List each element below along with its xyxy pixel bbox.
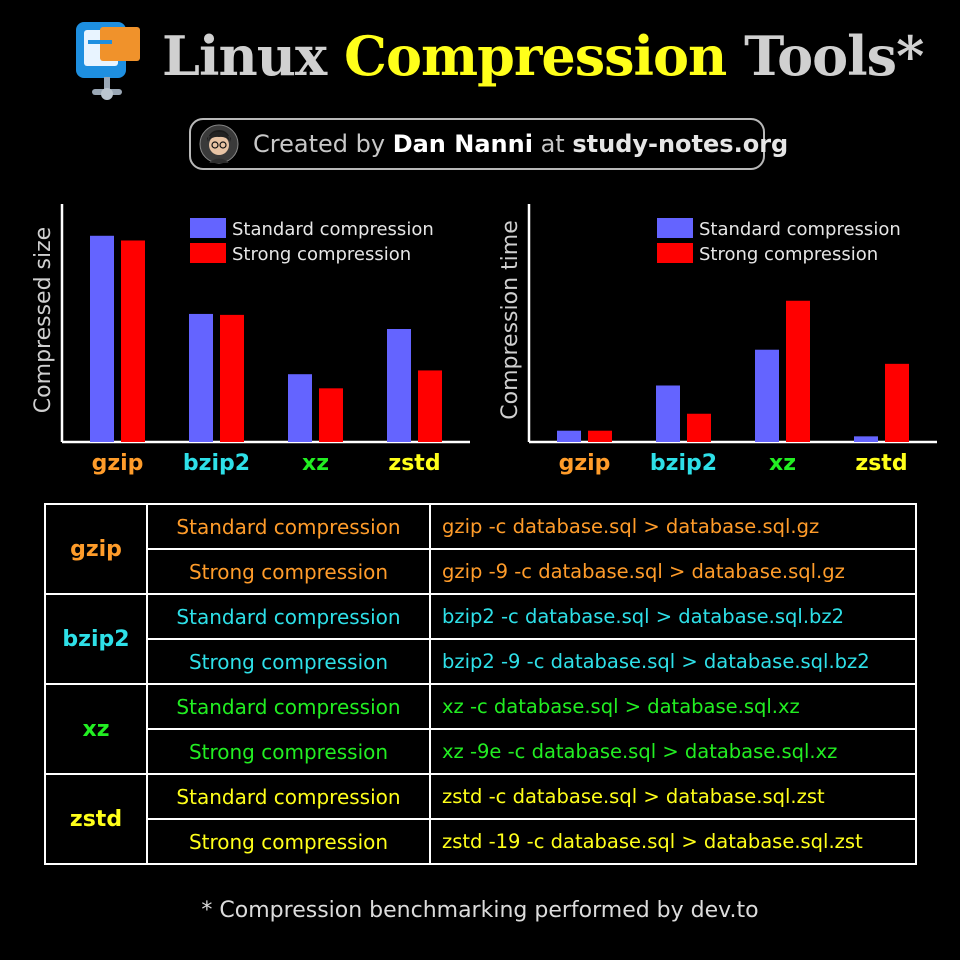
compression-level-cell: Standard compression: [146, 593, 431, 640]
x-tick-label-gzip: gzip: [559, 451, 611, 476]
compression-level-cell: Strong compression: [146, 818, 431, 865]
command-cell: zstd -19 -c database.sql > database.sql.…: [429, 818, 917, 865]
command-table: gzip Standard compression gzip -c database…: [44, 503, 917, 865]
bar-xz-strong: [319, 388, 343, 442]
x-tick-label-zstd: zstd: [388, 451, 440, 476]
command-cell: xz -c database.sql > database.sql.xz: [429, 683, 917, 730]
compression-level-cell: Standard compression: [146, 773, 431, 820]
bar-bzip2-standard: [656, 385, 680, 442]
legend-swatch-strong: [190, 243, 226, 263]
legend-label-standard: Standard compression: [232, 219, 434, 240]
bar-bzip2-strong: [687, 413, 711, 442]
title-word-tools: Tools*: [744, 24, 924, 88]
tool-name-cell: xz: [44, 683, 148, 775]
bar-xz-strong: [786, 300, 810, 442]
bar-bzip2-standard: [189, 313, 213, 442]
x-tick-label-xz: xz: [769, 451, 796, 476]
bar-xz-standard: [288, 374, 312, 442]
legend-swatch-standard: [190, 218, 226, 238]
command-cell: xz -9e -c database.sql > database.sql.xz: [429, 728, 917, 775]
table-row: bzip2 Standard compression bzip2 -c databa…: [44, 593, 917, 685]
page-title: Linux Compression Tools*: [162, 24, 924, 88]
legend-label-standard: Standard compression: [699, 219, 901, 240]
table-row: Strong compression bzip2 -9 -c database.s…: [45, 638, 917, 685]
command-cell: bzip2 -c database.sql > database.sql.bz2: [429, 593, 917, 640]
command-cell: bzip2 -9 -c database.sql > database.sql.…: [429, 638, 917, 685]
y-axis-title: Compression time: [498, 220, 523, 419]
compression-level-cell: Standard compression: [146, 503, 431, 550]
bar-gzip-strong: [588, 430, 612, 442]
compression-level-cell: Standard compression: [146, 683, 431, 730]
command-cell: zstd -c database.sql > database.sql.zst: [429, 773, 917, 820]
header: Linux Compression Tools*: [0, 18, 960, 100]
x-tick-label-bzip2: bzip2: [183, 451, 250, 476]
title-word-linux: Linux: [162, 24, 327, 88]
compression-level-cell: Strong compression: [146, 548, 431, 595]
compression-time-chart: Compression time gzip bzip2 xz zstd Standard …: [467, 196, 947, 486]
legend-swatch-strong: [657, 243, 693, 263]
bar-gzip-strong: [121, 240, 145, 442]
legend-label-strong: Strong compression: [232, 244, 411, 265]
bar-gzip-standard: [557, 430, 581, 442]
y-axis-title: Compressed size: [31, 227, 56, 413]
credit-mid: at: [540, 130, 565, 158]
site-name: study-notes.org: [572, 130, 789, 158]
bar-bzip2-strong: [220, 314, 244, 442]
tool-name-cell: gzip: [44, 503, 148, 595]
bar-gzip-standard: [90, 235, 114, 442]
x-tick-label-xz: xz: [302, 451, 329, 476]
x-tick-label-bzip2: bzip2: [650, 451, 717, 476]
footnote: * Compression benchmarking performed by …: [201, 898, 759, 923]
compression-level-cell: Strong compression: [146, 638, 431, 685]
x-tick-label-gzip: gzip: [92, 451, 144, 476]
x-tick-label-zstd: zstd: [855, 451, 907, 476]
tool-name-cell: bzip2: [44, 593, 148, 685]
tool-name-cell: zstd: [44, 773, 148, 865]
bar-xz-standard: [755, 349, 779, 442]
title-word-compression: Compression: [344, 24, 727, 88]
credit-text: Created by Dan Nanni at study-notes.org: [253, 130, 788, 158]
compression-time-chart-svg: Compression time gzip bzip2 xz zstd Standard …: [498, 204, 937, 476]
compression-level-cell: Strong compression: [146, 728, 431, 775]
legend-label-strong: Strong compression: [699, 244, 878, 265]
compressed-size-chart: Compressed size gzip bzip2 xz zstd Standard c…: [0, 196, 480, 486]
command-cell: gzip -c database.sql > database.sql.gz: [429, 503, 917, 550]
compressed-size-chart-svg: Compressed size gzip bzip2 xz zstd Standard c…: [31, 204, 470, 476]
avatar: [199, 124, 239, 164]
table-row: gzip Standard compression gzip -c database…: [44, 503, 917, 595]
table-row: Strong compression xz -9e -c database.sql…: [45, 728, 917, 775]
bar-zstd-strong: [885, 363, 909, 442]
table-row: Strong compression gzip -9 -c database.sq…: [45, 548, 917, 595]
credit-prefix: Created by: [253, 130, 386, 158]
bar-zstd-strong: [418, 370, 442, 442]
legend-swatch-standard: [657, 218, 693, 238]
author-name: Dan Nanni: [392, 130, 533, 158]
compression-tool-icon: [76, 22, 140, 100]
bar-zstd-standard: [387, 329, 411, 442]
table-row: zstd Standard compression zstd -c database…: [44, 773, 917, 865]
credit-badge: Created by Dan Nanni at study-notes.org: [189, 118, 788, 170]
table-row: xz Standard compression xz -c database.sql…: [44, 683, 917, 775]
table-row: Strong compression zstd -19 -c database.s…: [45, 818, 917, 865]
command-cell: gzip -9 -c database.sql > database.sql.g…: [429, 548, 917, 595]
bar-zstd-standard: [854, 436, 878, 442]
